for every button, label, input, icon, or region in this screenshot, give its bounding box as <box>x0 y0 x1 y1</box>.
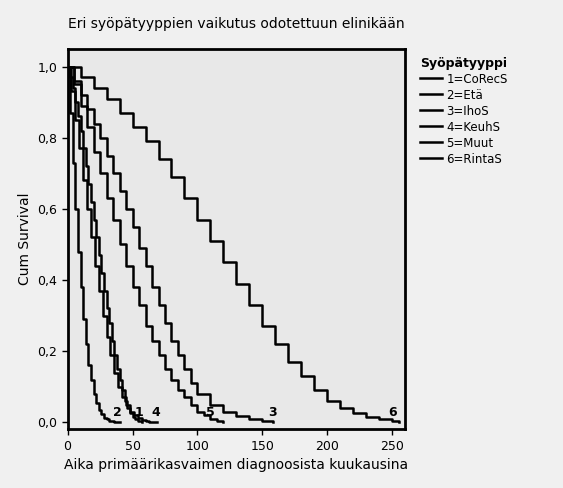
Text: 6: 6 <box>388 406 397 419</box>
Text: 1: 1 <box>135 406 144 419</box>
Text: 4: 4 <box>151 406 160 419</box>
Legend: 1=CoRecS, 2=Etä, 3=IhoS, 4=KeuhS, 5=Muut, 6=RintaS: 1=CoRecS, 2=Etä, 3=IhoS, 4=KeuhS, 5=Muut… <box>418 55 510 168</box>
Text: 2: 2 <box>113 406 121 419</box>
Y-axis label: Cum Survival: Cum Survival <box>17 193 32 285</box>
X-axis label: Aika primäärikasvaimen diagnoosista kuukausina: Aika primäärikasvaimen diagnoosista kuuk… <box>64 458 409 472</box>
Text: 3: 3 <box>269 406 277 419</box>
Text: 5: 5 <box>206 406 215 419</box>
Text: Eri syöpätyyppien vaikutus odotettuun elinikään: Eri syöpätyyppien vaikutus odotettuun el… <box>68 17 405 31</box>
